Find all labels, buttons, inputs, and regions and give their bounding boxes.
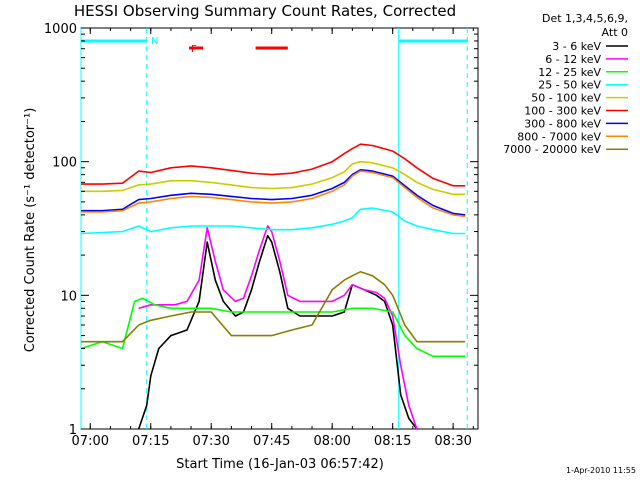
legend-label-0: 3 - 6 keV [552,40,601,53]
x-axis-label: Start Time (16-Jan-03 06:57:42) [176,457,384,472]
series-line-50-100-kev [81,160,466,196]
x-tick-label-0: 07:00 [72,434,109,449]
night-flag-label: N [151,36,158,47]
legend-label-3: 25 - 50 keV [538,79,601,92]
y-axis: 1 10 100 1000 [44,22,478,438]
series-line-300-800-kev [81,169,466,216]
series-line-100-300-kev [81,143,466,187]
y-tick-label-3: 1000 [44,22,77,37]
y-tick-label-0: 1 [69,423,77,438]
legend-label-2: 12 - 25 keV [538,66,601,79]
y-tick-label-1: 10 [60,289,77,304]
series-line-800-7000-kev [81,170,466,218]
y-tick-label-2: 100 [52,156,77,171]
x-axis: 07:00 07:15 07:30 07:45 08:00 08:15 08:30 [72,28,474,449]
series-lines [81,143,466,429]
x-tick-label-5: 08:15 [374,434,411,449]
series-line-6-12-kev [138,225,418,429]
x-tick-label-3: 07:45 [253,434,290,449]
timestamp: 1-Apr-2010 11:55 [566,466,636,475]
legend-header-2: Att 0 [602,26,628,39]
plot-area: N F 07:00 07:15 07:30 07:45 08:00 08:15 08:30 … [44,22,479,449]
series-line-12-25-kev [81,297,466,358]
series-line-3-6-kev [137,234,418,429]
series-line-7000-20000-kev [81,270,466,343]
y-axis-label: Corrected Count Rate (s⁻¹ detector⁻¹) [23,108,38,353]
legend-label-4: 50 - 100 keV [531,92,601,105]
x-tick-label-6: 08:30 [434,434,471,449]
x-tick-label-1: 07:15 [132,434,169,449]
series-line-25-50-kev [81,207,466,235]
legend-label-7: 800 - 7000 keV [517,130,601,143]
plot-frame [80,27,479,430]
legend-label-1: 6 - 12 keV [545,53,601,66]
x-tick-label-4: 08:00 [313,434,350,449]
legend-header-1: Det 1,3,4,5,6,9, [542,12,628,25]
legend-label-6: 300 - 800 keV [524,117,601,130]
legend-label-8: 7000 - 20000 keV [503,143,601,156]
chart-title: HESSI Observing Summary Count Rates, Cor… [74,2,456,20]
x-tick-label-2: 07:30 [192,434,229,449]
night-indicators [80,28,468,429]
legend-label-5: 100 - 300 keV [524,105,601,118]
flare-flag-label: F [191,44,197,55]
